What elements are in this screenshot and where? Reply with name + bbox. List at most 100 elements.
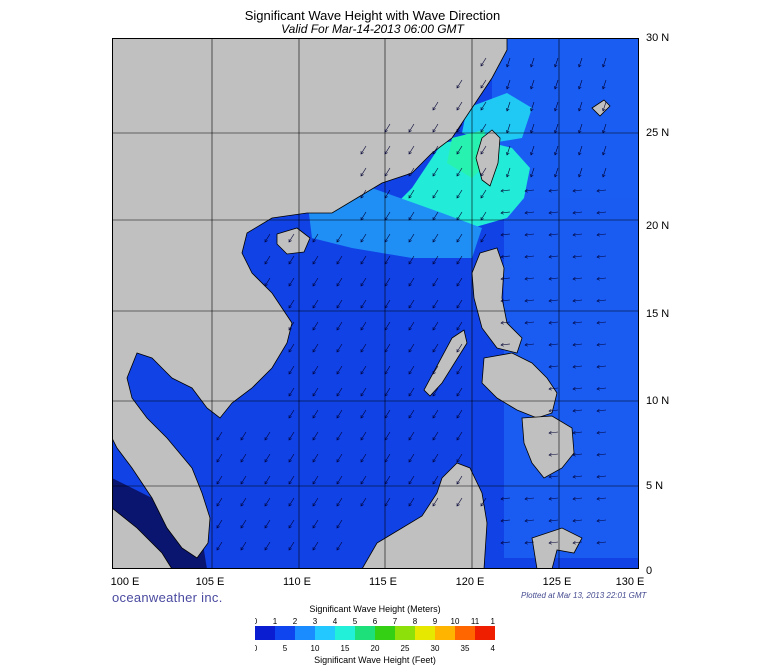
wave-arrow <box>548 255 559 258</box>
wave-arrow-head <box>312 304 316 309</box>
wave-arrow <box>312 519 319 529</box>
wave-arrow <box>572 255 583 258</box>
wave-arrow-head <box>530 108 534 112</box>
wave-arrow <box>456 211 463 221</box>
wave-arrow-head <box>240 524 244 529</box>
wave-arrow <box>596 211 607 214</box>
wave-arrow <box>264 233 271 243</box>
wave-arrow-head <box>554 174 558 178</box>
colorbar-meter-tick: 8 <box>413 617 418 626</box>
wave-arrow-head <box>360 216 364 221</box>
wave-arrow <box>500 519 511 522</box>
wave-arrow-head <box>602 152 606 156</box>
wave-arrow-head <box>216 436 220 441</box>
wave-arrow-head <box>572 452 576 457</box>
wave-arrow <box>596 387 607 390</box>
wave-arrow <box>360 497 367 507</box>
wave-arrow <box>432 145 439 155</box>
wave-arrow-head <box>572 408 576 413</box>
wave-arrow-head <box>360 260 364 265</box>
wave-arrow-head <box>596 342 600 347</box>
wave-arrow-head <box>524 540 528 545</box>
wave-arrow-head <box>456 238 460 243</box>
colorbar-feet-tick: 10 <box>311 644 320 653</box>
wave-arrow-head <box>264 502 268 507</box>
wave-arrow-head <box>336 326 340 331</box>
wave-arrow <box>264 431 271 441</box>
wave-arrow-head <box>216 546 220 551</box>
wave-arrow <box>506 101 511 112</box>
wave-arrow-head <box>572 386 576 391</box>
wave-arrow <box>264 475 271 485</box>
wave-arrow-head <box>264 524 268 529</box>
wave-arrow <box>456 255 463 265</box>
wave-arrow <box>312 497 319 507</box>
wave-arrow-head <box>456 392 460 397</box>
wave-arrow-head <box>524 254 528 259</box>
wave-arrow <box>578 145 583 156</box>
wave-arrow <box>572 321 583 324</box>
wave-arrow-head <box>432 194 436 199</box>
wave-arrow-head <box>432 304 436 309</box>
wave-arrow <box>312 277 319 287</box>
wave-arrow-head <box>336 370 340 375</box>
wave-arrow-head <box>288 502 292 507</box>
wave-arrow <box>384 431 391 441</box>
wave-arrow-head <box>602 64 606 68</box>
wave-arrow <box>554 167 559 178</box>
wave-arrow-head <box>408 502 412 507</box>
wave-arrow <box>500 233 511 236</box>
wave-arrow-head <box>480 238 484 243</box>
wave-arrow <box>500 321 511 324</box>
wave-arrow <box>312 431 319 441</box>
wave-arrow-head <box>408 348 412 353</box>
wave-arrow <box>408 343 415 353</box>
colorbar-feet-tick: 25 <box>401 644 410 653</box>
wave-arrow-head <box>548 188 552 193</box>
wave-arrow <box>408 233 415 243</box>
wave-arrow <box>572 299 583 302</box>
colorbar-swatch <box>295 626 316 640</box>
wave-arrow-head <box>596 320 600 325</box>
wave-arrow <box>548 299 559 302</box>
wave-arrow <box>480 233 487 243</box>
wave-arrow-head <box>360 502 364 507</box>
wave-arrow <box>456 387 463 397</box>
wave-arrow <box>336 453 343 463</box>
wave-arrow <box>360 431 367 441</box>
wave-arrow-head <box>384 150 388 155</box>
wave-arrow-head <box>548 364 552 369</box>
wave-direction-arrows <box>216 57 607 551</box>
wave-arrow-head <box>432 282 436 287</box>
wave-arrow <box>288 387 295 397</box>
wave-arrow <box>216 431 223 441</box>
wave-arrow <box>572 343 583 346</box>
wave-arrow <box>384 321 391 331</box>
wave-arrow-head <box>572 430 576 435</box>
wave-arrow-head <box>432 414 436 419</box>
wave-arrow-head <box>456 436 460 441</box>
wave-arrow <box>360 453 367 463</box>
wave-arrow <box>530 57 535 68</box>
wave-arrow <box>548 277 559 280</box>
wave-arrow <box>336 277 343 287</box>
wave-arrow-head <box>408 458 412 463</box>
wave-arrow <box>596 519 607 522</box>
wave-arrow <box>240 541 247 551</box>
wave-arrow <box>554 79 559 90</box>
wave-arrow-head <box>456 106 460 111</box>
wave-arrow-head <box>572 320 576 325</box>
wave-arrow-head <box>384 172 388 177</box>
wave-arrow-head <box>500 232 504 237</box>
wave-arrow <box>530 167 535 178</box>
wave-arrow <box>384 365 391 375</box>
chart-subtitle: Valid For Mar-14-2013 06:00 GMT <box>281 22 464 36</box>
wave-arrow <box>554 101 559 112</box>
wave-arrow <box>264 541 271 551</box>
wave-arrow <box>524 541 535 544</box>
colorbar-meter-tick: 4 <box>333 617 338 626</box>
colorbar-feet-tick: 5 <box>283 644 288 653</box>
wave-arrow-head <box>264 480 268 485</box>
wave-arrow-head <box>524 232 528 237</box>
wave-arrow <box>432 255 439 265</box>
